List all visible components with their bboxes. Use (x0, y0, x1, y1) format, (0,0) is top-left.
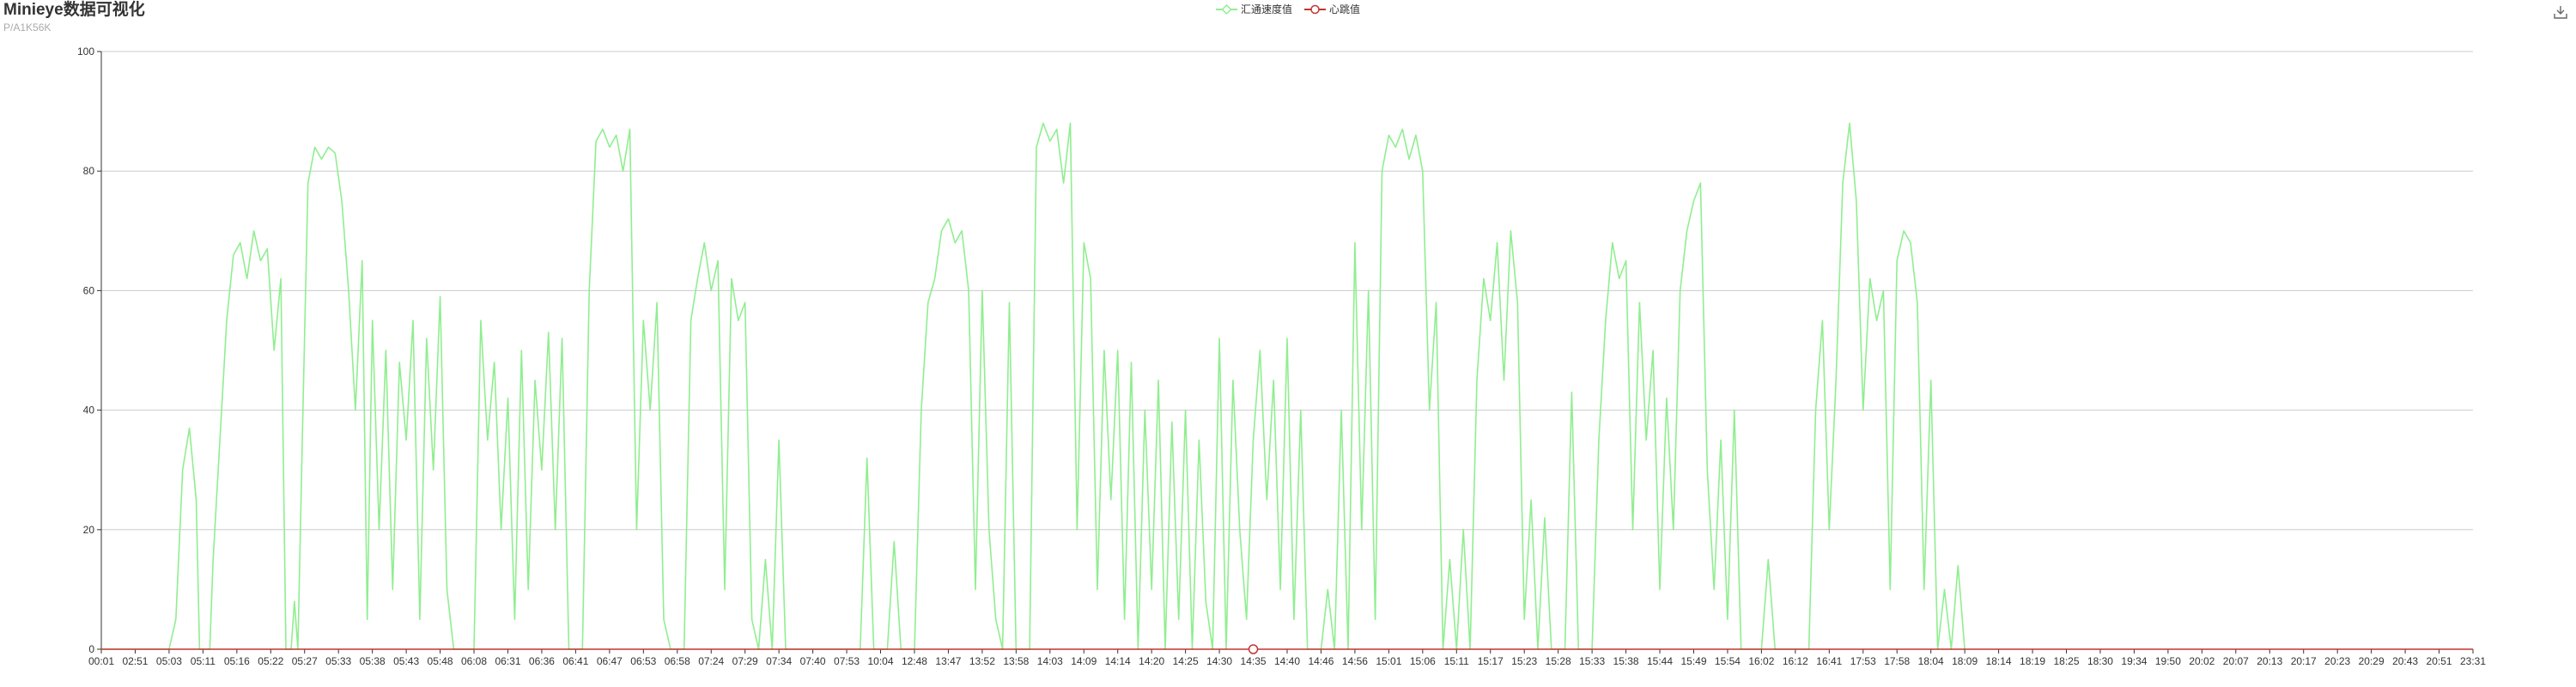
x-tick-label: 13:52 (969, 655, 995, 667)
x-tick-label: 15:54 (1715, 655, 1741, 667)
x-tick-label: 14:03 (1037, 655, 1063, 667)
x-tick-label: 20:17 (2291, 655, 2317, 667)
x-tick-label: 06:31 (495, 655, 520, 667)
x-tick-label: 17:53 (1850, 655, 1876, 667)
x-tick-label: 18:04 (1918, 655, 1944, 667)
x-tick-label: 05:43 (393, 655, 419, 667)
x-tick-label: 16:12 (1783, 655, 1808, 667)
x-tick-label: 15:17 (1478, 655, 1504, 667)
x-tick-label: 12:48 (902, 655, 927, 667)
chart-title: Minieye数据可视化 (3, 1, 145, 19)
x-tick-label: 15:11 (1444, 655, 1469, 667)
x-tick-label: 02:51 (122, 655, 148, 667)
x-tick-label: 07:24 (698, 655, 724, 667)
x-tick-label: 20:23 (2324, 655, 2350, 667)
x-tick-label: 07:40 (800, 655, 826, 667)
x-tick-label: 06:58 (665, 655, 690, 667)
x-tick-label: 06:53 (630, 655, 656, 667)
x-tick-label: 20:13 (2257, 655, 2282, 667)
x-tick-label: 19:34 (2121, 655, 2147, 667)
x-tick-label: 07:29 (732, 655, 758, 667)
x-tick-label: 15:06 (1410, 655, 1436, 667)
x-tick-label: 05:16 (224, 655, 250, 667)
x-tick-label: 16:02 (1748, 655, 1774, 667)
x-tick-label: 05:33 (325, 655, 351, 667)
x-tick-label: 06:41 (562, 655, 588, 667)
x-tick-label: 00:01 (88, 655, 114, 667)
x-tick-label: 14:09 (1071, 655, 1097, 667)
download-icon[interactable] (2552, 3, 2569, 21)
series-line-speed (101, 122, 1965, 650)
x-tick-label: 06:08 (461, 655, 487, 667)
x-tick-label: 14:56 (1342, 655, 1368, 667)
x-tick-label: 20:02 (2189, 655, 2215, 667)
x-tick-label: 15:38 (1613, 655, 1639, 667)
y-tick-label-60: 60 (83, 284, 95, 296)
x-tick-label: 05:27 (292, 655, 318, 667)
x-tick-label: 20:43 (2392, 655, 2418, 667)
x-tick-label: 06:36 (529, 655, 555, 667)
title-block: Minieye数据可视化 P/A1K56K (3, 0, 145, 34)
legend-item-heartbeat[interactable]: 心跳值 (1304, 2, 1360, 16)
x-tick-label: 20:29 (2359, 655, 2385, 667)
x-tick-label: 18:30 (2087, 655, 2113, 667)
x-tick-label: 07:34 (766, 655, 792, 667)
x-tick-label: 05:38 (360, 655, 386, 667)
x-tick-label: 05:11 (191, 655, 216, 667)
x-tick-label: 15:49 (1680, 655, 1706, 667)
x-tick-label: 14:20 (1139, 655, 1164, 667)
x-tick-label: 16:41 (1816, 655, 1842, 667)
legend-label-speed: 汇通速度值 (1241, 3, 1293, 15)
x-tick-label: 15:01 (1376, 655, 1401, 667)
x-tick-label: 19:50 (2155, 655, 2181, 667)
x-tick-label: 15:23 (1511, 655, 1537, 667)
x-tick-label: 18:25 (2053, 655, 2079, 667)
x-tick-label: 15:33 (1579, 655, 1605, 667)
x-tick-label: 10:04 (867, 655, 893, 667)
legend-swatch-heartbeat (1304, 4, 1327, 14)
x-tick-label: 14:40 (1274, 655, 1300, 667)
y-tick-label-40: 40 (83, 404, 95, 416)
legend-label-heartbeat: 心跳值 (1329, 3, 1361, 15)
x-tick-label: 14:30 (1206, 655, 1232, 667)
x-tick-label: 18:19 (2020, 655, 2045, 667)
x-tick-label: 05:48 (428, 655, 453, 667)
x-tick-label: 23:31 (2460, 655, 2486, 667)
y-tick-label-80: 80 (83, 165, 95, 177)
x-tick-label: 20:07 (2223, 655, 2249, 667)
y-tick-label-100: 100 (77, 46, 94, 58)
x-tick-label: 07:53 (834, 655, 860, 667)
heartbeat-marker (1248, 644, 1259, 654)
x-tick-label: 17:58 (1884, 655, 1910, 667)
x-tick-label: 15:28 (1546, 655, 1571, 667)
x-tick-label: 14:46 (1308, 655, 1334, 667)
x-tick-label: 15:44 (1647, 655, 1673, 667)
x-tick-label: 14:14 (1105, 655, 1131, 667)
x-tick-label: 06:47 (597, 655, 623, 667)
y-tick-label-20: 20 (83, 524, 95, 536)
legend-item-speed[interactable]: 汇通速度值 (1216, 2, 1292, 16)
x-tick-label: 13:47 (935, 655, 961, 667)
legend-swatch-speed (1216, 3, 1237, 15)
x-tick-label: 14:35 (1241, 655, 1267, 667)
x-tick-label: 18:14 (1986, 655, 2012, 667)
x-tick-label: 05:22 (258, 655, 283, 667)
x-tick-label: 13:58 (1003, 655, 1029, 667)
x-tick-label: 18:09 (1952, 655, 1978, 667)
chart-legend: 汇通速度值 心跳值 (1216, 2, 1360, 16)
chart-subtitle: P/A1K56K (3, 21, 52, 33)
x-tick-label: 20:51 (2427, 655, 2452, 667)
y-tick-label-0: 0 (88, 643, 94, 655)
x-tick-label: 05:03 (156, 655, 182, 667)
x-tick-label: 14:25 (1173, 655, 1199, 667)
